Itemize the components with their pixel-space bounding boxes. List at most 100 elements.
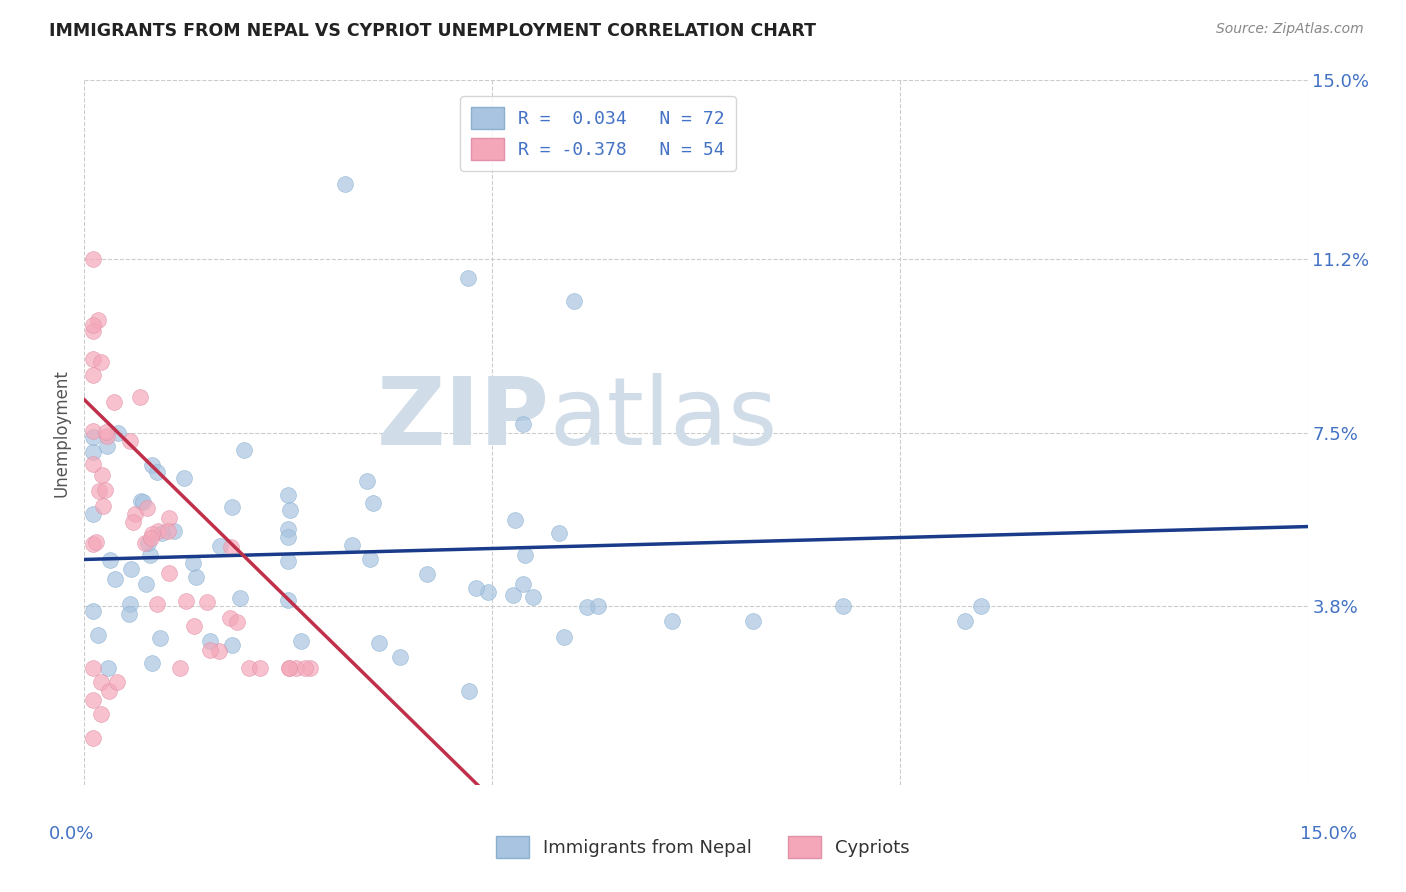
Point [136, 501, 159, 516]
Point [742, 614, 765, 628]
Point [90, 674, 112, 689]
Text: ZIP: ZIP [377, 373, 550, 465]
Point [94, 425, 117, 440]
Point [502, 588, 524, 602]
Point [82, 351, 104, 366]
Point [249, 660, 271, 674]
Point [135, 576, 157, 591]
Point [107, 426, 129, 441]
Point [82, 252, 104, 266]
Point [174, 594, 197, 608]
Point [122, 516, 145, 530]
Point [477, 585, 499, 599]
Point [195, 595, 218, 609]
Point [356, 474, 378, 488]
Point [416, 566, 439, 581]
Point [146, 597, 169, 611]
Text: IMMIGRANTS FROM NEPAL VS CYPRIOT UNEMPLOYMENT CORRELATION CHART: IMMIGRANTS FROM NEPAL VS CYPRIOT UNEMPLO… [49, 22, 817, 40]
Point [82, 429, 104, 443]
Point [503, 513, 526, 527]
Point [225, 615, 247, 629]
Point [129, 494, 152, 508]
Point [120, 562, 142, 576]
Point [82, 604, 104, 618]
Legend: R =  0.034   N = 72, R = -0.378   N = 54: R = 0.034 N = 72, R = -0.378 N = 54 [461, 96, 735, 171]
Point [82, 318, 104, 332]
Point [232, 442, 254, 457]
Point [547, 525, 569, 540]
Point [184, 570, 207, 584]
Point [221, 500, 243, 514]
Point [457, 270, 479, 285]
Point [141, 458, 163, 472]
Point [82, 537, 104, 551]
Point [159, 566, 181, 580]
Point [146, 524, 169, 538]
Point [209, 539, 232, 553]
Point [359, 552, 381, 566]
Point [277, 660, 299, 674]
Text: Source: ZipAtlas.com: Source: ZipAtlas.com [1216, 22, 1364, 37]
Point [90, 707, 112, 722]
Point [91, 500, 114, 514]
Point [285, 660, 308, 674]
Y-axis label: Unemployment: Unemployment [52, 368, 70, 497]
Point [389, 650, 412, 665]
Point [229, 591, 252, 606]
Point [368, 635, 391, 649]
Point [96, 440, 118, 454]
Point [661, 614, 683, 628]
Point [277, 592, 299, 607]
Legend: Immigrants from Nepal, Cypriots: Immigrants from Nepal, Cypriots [489, 829, 917, 865]
Point [104, 573, 127, 587]
Point [219, 540, 242, 554]
Point [512, 417, 534, 432]
Point [124, 507, 146, 521]
Point [221, 638, 243, 652]
Point [136, 536, 159, 550]
Point [120, 434, 142, 448]
Point [82, 457, 104, 471]
Point [340, 538, 363, 552]
Point [90, 355, 112, 369]
Point [150, 525, 173, 540]
Point [219, 611, 242, 625]
Point [278, 503, 301, 517]
Point [576, 599, 599, 614]
Point [522, 590, 544, 604]
Text: 0.0%: 0.0% [49, 825, 94, 843]
Point [831, 599, 853, 614]
Point [129, 390, 152, 404]
Point [298, 660, 321, 674]
Point [90, 467, 112, 482]
Point [278, 660, 301, 674]
Point [141, 527, 163, 541]
Point [132, 495, 155, 509]
Point [82, 325, 104, 339]
Point [82, 731, 104, 745]
Point [361, 496, 384, 510]
Point [208, 644, 231, 658]
Point [118, 597, 141, 611]
Point [198, 643, 221, 657]
Point [294, 660, 316, 674]
Point [553, 631, 575, 645]
Point [181, 556, 204, 570]
Point [86, 535, 108, 549]
Point [86, 313, 108, 327]
Point [335, 177, 357, 191]
Point [457, 684, 479, 698]
Point [149, 631, 172, 645]
Point [970, 599, 993, 614]
Point [98, 553, 121, 567]
Point [238, 660, 260, 674]
Point [139, 531, 162, 545]
Point [87, 627, 110, 641]
Point [464, 581, 486, 595]
Point [97, 660, 120, 674]
Point [277, 522, 299, 536]
Point [82, 660, 104, 674]
Point [277, 488, 299, 502]
Point [146, 465, 169, 479]
Point [156, 524, 179, 539]
